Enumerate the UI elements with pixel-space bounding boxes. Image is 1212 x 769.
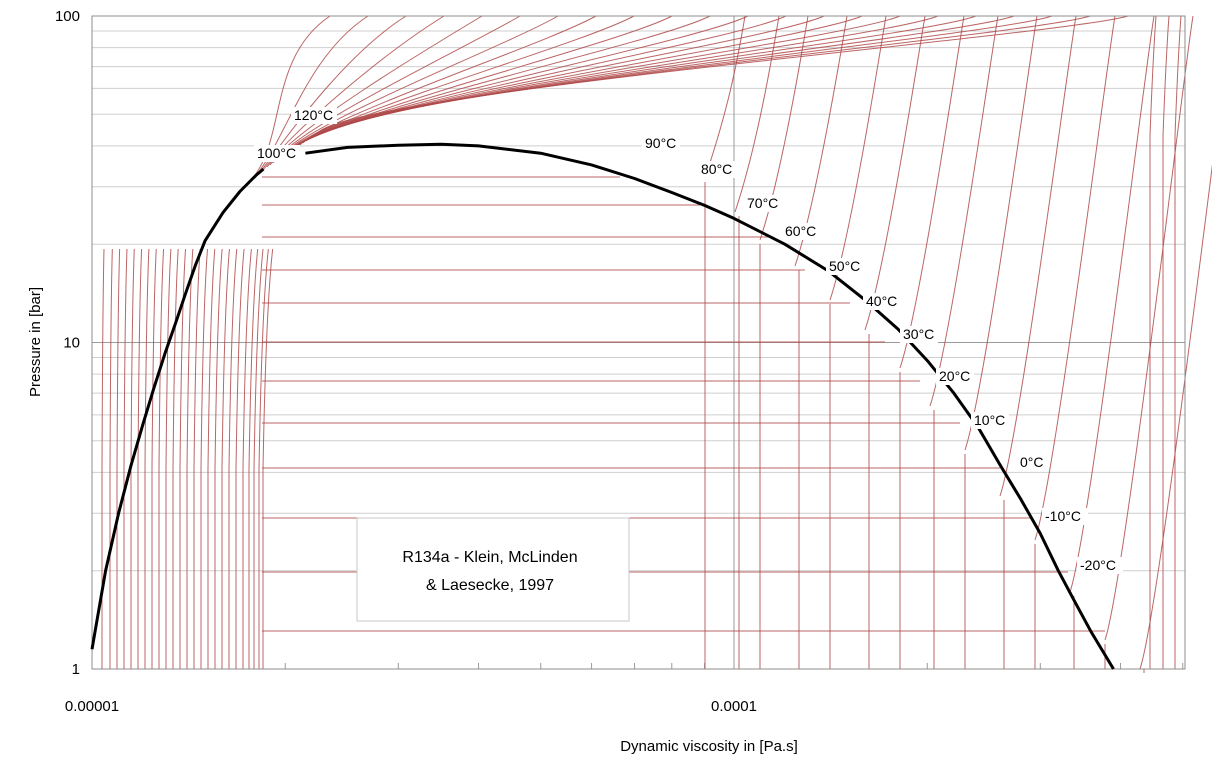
isotherm-label: 40°C <box>866 293 897 309</box>
isotherm-vapour-line <box>158 248 165 669</box>
isotherm-label-bg <box>744 195 782 212</box>
isotherm-labels: 120°C 100°C 90°C 80°C 70°C 60°C 50°C 40°C 30°C 20… <box>254 107 1123 574</box>
isotherm-liquid-line <box>1104 15 1194 641</box>
isotherm-label-bg <box>863 293 901 310</box>
isotherm-label-bg <box>1077 557 1123 574</box>
isotherm-liquid-line <box>794 15 848 267</box>
isotherm-vapour-line <box>207 248 216 669</box>
isotherm-supercritical-line <box>311 15 1053 138</box>
isotherm-label: 30°C <box>903 326 934 342</box>
isotherm-label: 70°C <box>747 195 778 211</box>
isotherm-label: 0°C <box>1020 454 1044 470</box>
isotherm-liquid-line <box>1034 15 1116 541</box>
isotherm-supercritical-line <box>302 15 939 144</box>
isotherm-liquid-line <box>734 15 780 213</box>
isotherm-supercritical-line <box>299 15 901 146</box>
isotherm-supercritical-line <box>308 15 1015 140</box>
annotation-line-1: R134a - Klein, McLinden <box>402 549 577 566</box>
isotherm-vapour-line <box>130 248 135 669</box>
isotherm-vapour-line <box>101 248 105 669</box>
isotherm-label: 120°C <box>294 107 333 123</box>
y-axis-title: Pressure in [bar] <box>27 287 44 397</box>
axis-tick-labels: 0.00001 0.0001 1 10 100 <box>55 8 757 715</box>
isotherm-label: 50°C <box>829 258 860 274</box>
y-tick-label: 10 <box>63 335 80 352</box>
isotherm-vapour-line <box>151 248 157 669</box>
annotation-box: R134a - Klein, McLinden & Laesecke, 1997 <box>356 517 630 622</box>
isotherm-liquid-line <box>1174 15 1182 669</box>
isotherm-liquid-line <box>704 15 746 179</box>
isotherm-label: 100°C <box>257 145 296 161</box>
isotherm-label: -20°C <box>1080 557 1116 573</box>
isotherm-vapour-line <box>228 248 238 669</box>
isotherm-vapour-line <box>137 248 143 669</box>
isotherm-supercritical-line <box>275 15 597 162</box>
x-tick-label: 0.0001 <box>711 698 757 715</box>
isotherm-label: 60°C <box>785 223 816 239</box>
y-tick-label: 1 <box>72 661 80 678</box>
isotherm-label-bg <box>642 135 680 152</box>
isotherm-vapour-line <box>123 248 128 669</box>
isotherm-supercritical-line <box>305 15 977 142</box>
isotherm-label: 90°C <box>645 135 676 151</box>
isotherm-label-bg <box>1042 508 1088 525</box>
isotherm-liquid-line <box>1139 164 1212 670</box>
isotherm-vapour-line <box>144 248 150 669</box>
isotherm-liquid-line <box>1069 15 1155 593</box>
isotherm-vapour-line <box>186 248 194 669</box>
annotation-box-frame <box>356 517 630 622</box>
isotherm-label-bg <box>291 107 337 124</box>
isotherm-vapour-line <box>200 248 208 669</box>
isotherm-liquid-line <box>759 15 809 241</box>
isotherm-liquid-line <box>1149 15 1157 669</box>
y-tick-label: 100 <box>55 8 80 25</box>
isotherm-vapour-line <box>179 248 187 669</box>
isotherm-label-bg <box>936 368 974 385</box>
isotherm-label-bg <box>971 412 1009 429</box>
isotherm-label-bg <box>254 145 300 162</box>
isotherm-vapour-line <box>221 248 230 669</box>
isotherm-vapour-line <box>109 248 113 669</box>
x-tick-label: 0.00001 <box>65 698 119 715</box>
isotherm-label-bg <box>900 326 938 343</box>
isotherm-label: 20°C <box>939 368 970 384</box>
isotherm-vapour-line <box>253 248 264 669</box>
isotherm-vapour-line <box>172 248 179 669</box>
x-axis-title: Dynamic viscosity in [Pa.s] <box>620 738 798 755</box>
isotherm-liquid-line <box>1162 15 1170 669</box>
plot-area-border <box>91 15 1186 670</box>
saturation-curve <box>90 167 265 650</box>
isotherm-label-bg <box>1017 454 1047 471</box>
isotherm-vapour-line <box>262 248 274 669</box>
isotherm-label: 80°C <box>701 161 732 177</box>
isotherm-vapour-line <box>116 248 121 669</box>
isotherm-vapour-line <box>193 248 201 669</box>
isotherm-supercritical-line <box>317 15 1129 134</box>
isotherm-label: 10°C <box>974 412 1005 428</box>
isotherm-label-bg <box>782 223 820 240</box>
isotherm-label-bg <box>826 258 864 275</box>
isotherm-supercritical-line <box>314 15 1091 136</box>
isotherm-vapour-line <box>242 248 252 669</box>
isotherm-vapour-line <box>214 248 223 669</box>
isotherm-vapour-line <box>248 248 259 669</box>
isotherm-liquid-line <box>999 15 1077 497</box>
annotation-line-2: & Laesecke, 1997 <box>426 577 554 594</box>
isotherm-vapour-line <box>258 248 269 669</box>
isotherm-vapour-line <box>235 248 245 669</box>
isotherm-label-bg <box>698 161 736 178</box>
isotherm-label: -10°C <box>1045 508 1081 524</box>
